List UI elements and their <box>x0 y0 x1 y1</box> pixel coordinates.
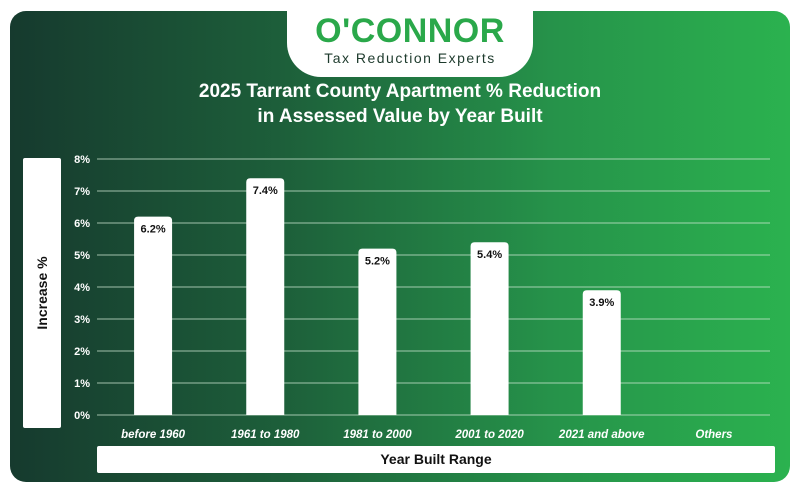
bar <box>582 290 621 415</box>
chart-title-line-1: 2025 Tarrant County Apartment % Reductio… <box>198 81 602 102</box>
bar-plot: 0%1%2%3%4%5%6%7%8% 6.2%7.4%5.2%5.4%3.9% … <box>74 154 770 441</box>
bar-value-label: 6.2% <box>141 224 166 236</box>
category-label: 1961 to 1980 <box>231 429 300 441</box>
bar-value-label: 5.4% <box>477 249 502 261</box>
category-label: 2021 and above <box>558 429 645 441</box>
y-tick-label: 5% <box>74 250 90 262</box>
bar <box>134 216 173 415</box>
x-axis-label: Year Built Range <box>97 446 775 473</box>
y-tick-label: 4% <box>74 282 90 294</box>
category-label: 1981 to 2000 <box>343 429 412 441</box>
chart-title-line-2: in Assessed Value by Year Built <box>257 106 543 127</box>
category-label: before 1960 <box>121 429 186 441</box>
category-labels: before 1960 1961 to 1980 1981 to 2000 2001 … <box>121 429 732 441</box>
y-tick-label: 6% <box>74 218 90 230</box>
bar-value-label: 3.9% <box>589 297 614 309</box>
bar-value-label: 5.2% <box>365 256 390 268</box>
y-tick-label: 1% <box>74 378 90 390</box>
gridlines <box>97 158 770 416</box>
logo-tagline: Tax Reduction Experts <box>324 50 496 66</box>
bar <box>246 178 285 415</box>
y-tick-label: 7% <box>74 186 90 198</box>
category-label: 2001 to 2020 <box>454 429 524 441</box>
y-tick-label: 3% <box>74 314 90 326</box>
y-tick-label: 8% <box>74 154 90 166</box>
logo: O'CONNOR Tax Reduction Experts <box>287 11 533 77</box>
bars: 6.2% 7.4% 5.2% 5.4% 3.9% <box>134 178 621 415</box>
bar-value-label: 7.4% <box>253 185 278 197</box>
y-tick-label: 0% <box>74 410 90 422</box>
bar <box>358 248 397 415</box>
y-tick-label: 2% <box>74 346 90 358</box>
chart-title: 2025 Tarrant County Apartment % Reductio… <box>10 79 790 129</box>
chart-card: O'CONNOR Tax Reduction Experts 2025 Tarr… <box>10 11 790 482</box>
category-label: Others <box>695 429 732 441</box>
y-tick-labels: 0% 1% 2% 3% 4% 5% 6% 7% 8% <box>74 154 90 422</box>
logo-brand: O'CONNOR <box>315 12 505 50</box>
bar <box>470 242 509 415</box>
y-axis-label-box: Increase % <box>23 158 61 428</box>
